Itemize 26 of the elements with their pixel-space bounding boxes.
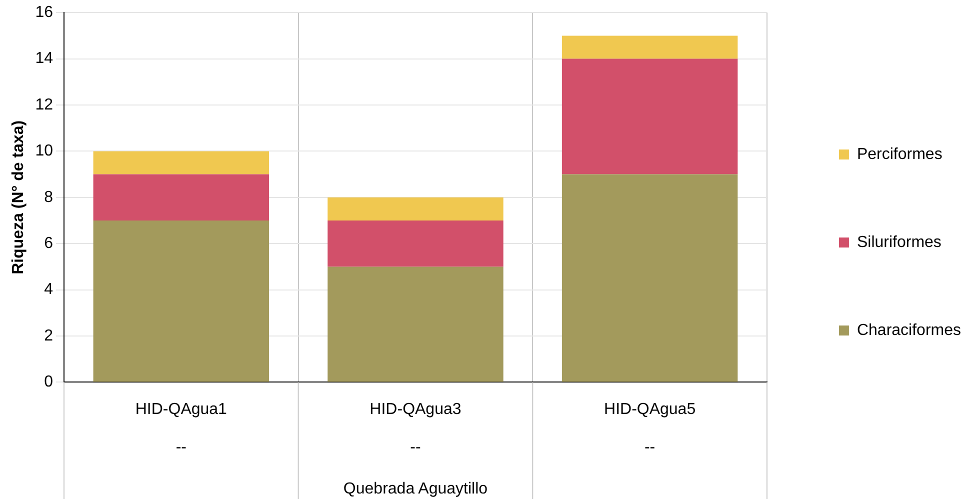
category-label: HID-QAgua1 -- [135,400,227,456]
bar [328,266,504,382]
legend-label: Characiformes [856,322,961,339]
y-tick-label: 6 [44,235,54,252]
bar [93,174,270,220]
legend-label: Siluriformes [856,234,942,251]
y-tick-label: 12 [35,96,54,114]
category-label: HID-QAgua5 -- [604,400,696,456]
bar [328,220,504,267]
legend-label: Perciformes [856,146,942,163]
bar [328,197,504,220]
bar [93,220,270,382]
bar [93,151,270,174]
bar [562,174,738,382]
y-tick-label: 0 [44,374,54,391]
y-tick-label: 4 [44,281,54,298]
y-tick-label: 10 [35,142,54,160]
y-tick-label: 14 [35,50,54,68]
y-tick-label: 8 [44,188,54,206]
y-axis-title: Riqueza (N° de taxa) [10,120,28,274]
text: Quebrada Aguaytillo [343,480,488,498]
bar [562,58,738,174]
category-label: HID-QAgua3 -- [370,400,462,456]
y-tick-label: 16 [35,4,54,22]
y-tick-label: 2 [44,327,54,344]
bar [562,36,738,59]
